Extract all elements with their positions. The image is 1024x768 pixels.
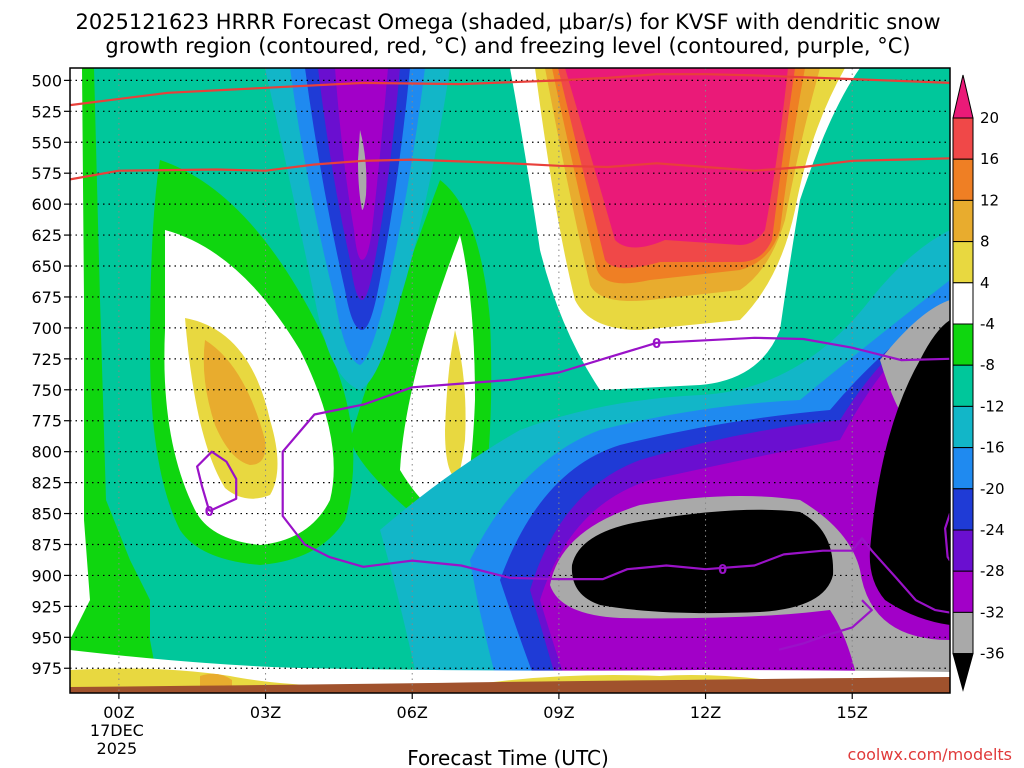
omega-column-gray <box>358 130 367 210</box>
freezing-contour-fzl-small <box>196 450 238 513</box>
y-tick-label: 700 <box>31 319 62 338</box>
y-tick-label: 500 <box>31 71 62 90</box>
colorbar-top-arrow <box>952 74 974 119</box>
colorbar-swatch <box>952 488 974 531</box>
colorbar-label: -8 <box>980 356 995 374</box>
freezing-contour-fzl-main <box>281 336 950 614</box>
dgz-contours <box>70 73 950 181</box>
colorbar-label: -24 <box>980 521 1005 539</box>
dgz-contour-dgz-bottom <box>70 157 950 181</box>
colorbar-label: 12 <box>980 191 999 209</box>
colorbar-swatch <box>952 199 974 243</box>
y-tick-label: 925 <box>31 597 62 616</box>
colorbar-label: -28 <box>980 562 1005 580</box>
y-tick-label: 675 <box>31 288 62 307</box>
omega-core-black <box>571 320 950 625</box>
chart-title-line1: 2025121623 HRRR Forecast Omega (shaded, … <box>75 10 940 34</box>
freezing-contour-fzl-bottom <box>778 599 873 651</box>
colorbar-swatch <box>952 405 974 449</box>
y-tick-label: 725 <box>31 350 62 369</box>
x-tick-label: 06Z <box>397 703 428 722</box>
x-tick-label: 15Z <box>837 703 868 722</box>
colorbar-label: -36 <box>980 645 1005 663</box>
colorbar-label: 8 <box>980 233 990 251</box>
x-tick-label: 09Z <box>543 703 574 722</box>
y-tick-label: 975 <box>31 659 62 678</box>
colorbar-swatch <box>952 447 974 490</box>
freezing-level-contours: 0 0 0 <box>196 336 950 651</box>
colorbar-label: -32 <box>980 603 1005 621</box>
colorbar-label: -12 <box>980 397 1005 415</box>
colorbar-swatch <box>952 282 974 325</box>
y-tick-label: 525 <box>31 102 62 121</box>
omega-orange-left <box>203 340 266 465</box>
colorbar-swatch <box>952 117 974 160</box>
x-tick-label: 03Z <box>250 703 281 722</box>
x-tick-year: 2025 <box>97 739 138 758</box>
x-tick-label: 12Z <box>690 703 721 722</box>
y-tick-label: 550 <box>31 133 62 152</box>
y-tick-label: 650 <box>31 257 62 276</box>
y-tick-label: 950 <box>31 628 62 647</box>
omega-yellow-center <box>445 330 466 479</box>
freezing-contour-fzl-right-edge <box>943 513 950 562</box>
x-axis-label: Forecast Time (UTC) <box>407 746 609 768</box>
colorbar-label: -4 <box>980 315 995 333</box>
y-tick-label: 600 <box>31 195 62 214</box>
colorbar-swatch <box>952 529 974 572</box>
y-tick-label: 625 <box>31 226 62 245</box>
freezing-contour-label: 0 <box>652 337 661 352</box>
freezing-contour-label: 0 <box>718 563 727 578</box>
colorbar-swatch <box>952 323 974 366</box>
colorbar-swatch <box>952 570 974 613</box>
x-tick-label: 00Z <box>103 703 134 722</box>
colorbar-swatch <box>952 241 974 284</box>
y-axis: 500 525 550 575 600 625 650 675 700 725 750 775 800 8… <box>31 71 70 678</box>
colorbar-label: 16 <box>980 150 999 168</box>
gridlines <box>70 68 950 693</box>
colorbar-swatch <box>952 611 974 655</box>
colorbar: 20 16 12 8 4 -4 -8 -12 -16 -20 -24 -28 -32 -36 <box>952 74 1005 692</box>
colorbar-swatch <box>952 364 974 407</box>
y-tick-label: 900 <box>31 566 62 585</box>
y-tick-label: 875 <box>31 535 62 554</box>
y-tick-label: 575 <box>31 164 62 183</box>
chart-title-line2: growth region (contoured, red, °C) and f… <box>105 34 910 58</box>
colorbar-bottom-arrow <box>952 653 974 692</box>
omega-magenta-aloft <box>565 68 788 248</box>
y-tick-label: 750 <box>31 381 62 400</box>
plot-frame <box>69 67 951 694</box>
freezing-contour-label: 0 <box>205 505 214 520</box>
colorbar-swatch <box>952 158 974 201</box>
y-tick-label: 775 <box>31 412 62 431</box>
omega-shaded-field: 0 0 0 <box>70 68 950 693</box>
terrain-ground <box>70 677 950 693</box>
y-tick-label: 825 <box>31 474 62 493</box>
y-tick-label: 800 <box>31 443 62 462</box>
x-tick-date: 17DEC <box>90 721 144 740</box>
colorbar-label: 4 <box>980 274 990 292</box>
dgz-contour-dgz-top <box>70 73 950 107</box>
credit-text: coolwx.com/modelts <box>848 745 1012 764</box>
colorbar-label: 20 <box>980 109 999 127</box>
colorbar-label: -20 <box>980 480 1005 498</box>
colorbar-label: -16 <box>980 439 1005 457</box>
y-tick-label: 850 <box>31 505 62 524</box>
